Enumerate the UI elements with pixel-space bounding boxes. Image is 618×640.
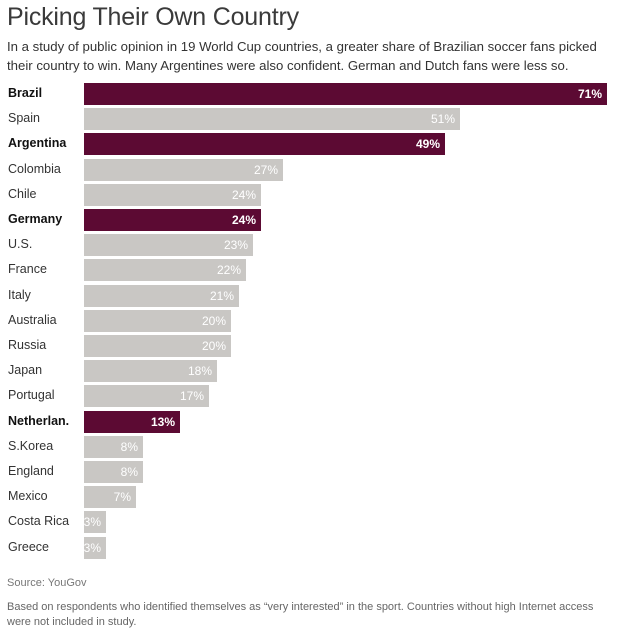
bar: 23% xyxy=(84,234,253,257)
category-label: Chile xyxy=(8,186,37,201)
bar-row: Portugal 17% xyxy=(0,384,618,409)
bar-row: U.S. 23% xyxy=(0,233,618,258)
category-label: S.Korea xyxy=(8,438,54,453)
bar-row: Germany 24% xyxy=(0,208,618,233)
bar-row: Russia 20% xyxy=(0,334,618,359)
bar-row: Spain 51% xyxy=(0,107,618,132)
value-label: 7% xyxy=(113,490,131,505)
bar-row: Japan 18% xyxy=(0,359,618,384)
bar: 20% xyxy=(84,309,231,332)
category-label: Japan xyxy=(8,363,43,378)
value-label: 22% xyxy=(216,263,241,278)
bar: 7% xyxy=(84,486,136,509)
category-label: France xyxy=(8,262,47,277)
bar: 27% xyxy=(84,158,283,181)
category-label: Italy xyxy=(8,287,31,302)
chart-title: Picking Their Own Country xyxy=(7,3,299,31)
bar-row: Brazil 71% xyxy=(0,82,618,107)
category-label: U.S. xyxy=(8,237,33,252)
bar: 24% xyxy=(84,183,261,206)
category-label: Greece xyxy=(8,539,49,554)
category-label: Colombia xyxy=(8,161,61,176)
value-label: 18% xyxy=(187,364,212,379)
value-label: 71% xyxy=(577,87,602,101)
bar-row: Chile 24% xyxy=(0,183,618,208)
bar-row: Italy 21% xyxy=(0,284,618,309)
category-label: Argentina xyxy=(8,136,67,151)
category-label: Mexico xyxy=(8,489,48,504)
source-note: Source: YouGov xyxy=(7,577,87,589)
bar-row: Australia 20% xyxy=(0,309,618,334)
category-label: Costa Rica xyxy=(8,514,70,529)
bar: 51% xyxy=(84,108,460,131)
bar: 49% xyxy=(84,133,445,156)
bar: 17% xyxy=(84,385,209,408)
value-label: 17% xyxy=(179,389,204,404)
bar-row: Colombia 27% xyxy=(0,158,618,183)
bar: 71% xyxy=(84,83,607,105)
category-label: Brazil xyxy=(8,86,43,100)
bar-chart: Brazil 71% Spain 51% Argentina 49% Colombia 27%… xyxy=(0,82,618,562)
bar-row: Mexico 7% xyxy=(0,485,618,510)
bar: 3% xyxy=(83,511,106,534)
value-label: 3% xyxy=(83,540,101,555)
category-label: Russia xyxy=(8,338,47,352)
bar: 21% xyxy=(84,284,239,307)
bar: 13% xyxy=(84,410,180,433)
value-label: 23% xyxy=(223,238,248,253)
value-label: 3% xyxy=(83,515,101,530)
value-label: 51% xyxy=(430,112,455,127)
category-label: Portugal xyxy=(8,388,55,403)
value-label: 8% xyxy=(120,439,138,454)
value-label: 24% xyxy=(231,187,256,202)
value-label: 24% xyxy=(231,213,256,227)
bar-row: S.Korea 8% xyxy=(0,435,618,460)
chart-subtitle: In a study of public opinion in 19 World… xyxy=(7,39,597,73)
value-label: 13% xyxy=(150,414,175,429)
bar: 24% xyxy=(84,209,261,231)
bar-row: Netherlan. 13% xyxy=(0,410,618,435)
bar-row: England 8% xyxy=(0,460,618,485)
value-label: 20% xyxy=(201,339,226,353)
methodology-note: Based on respondents who identified them… xyxy=(7,601,594,628)
category-label: England xyxy=(8,464,54,478)
bar-row: Costa Rica 3% xyxy=(0,510,618,535)
bar-row: Argentina 49% xyxy=(0,132,618,157)
value-label: 27% xyxy=(253,162,278,177)
category-label: Germany xyxy=(8,212,63,226)
bar: 8% xyxy=(84,435,143,458)
bar: 20% xyxy=(84,335,231,357)
bar-row: Greece 3% xyxy=(0,536,618,561)
value-label: 49% xyxy=(415,137,440,152)
bar-row: France 22% xyxy=(0,258,618,283)
category-label: Netherlan. xyxy=(8,413,70,428)
bar: 18% xyxy=(84,360,217,383)
value-label: 8% xyxy=(120,465,138,479)
value-label: 20% xyxy=(201,313,226,328)
bar: 3% xyxy=(83,536,106,559)
category-label: Australia xyxy=(8,312,57,327)
value-label: 21% xyxy=(209,288,234,303)
bar: 8% xyxy=(84,461,143,483)
bar: 22% xyxy=(84,259,246,282)
category-label: Spain xyxy=(8,111,40,126)
